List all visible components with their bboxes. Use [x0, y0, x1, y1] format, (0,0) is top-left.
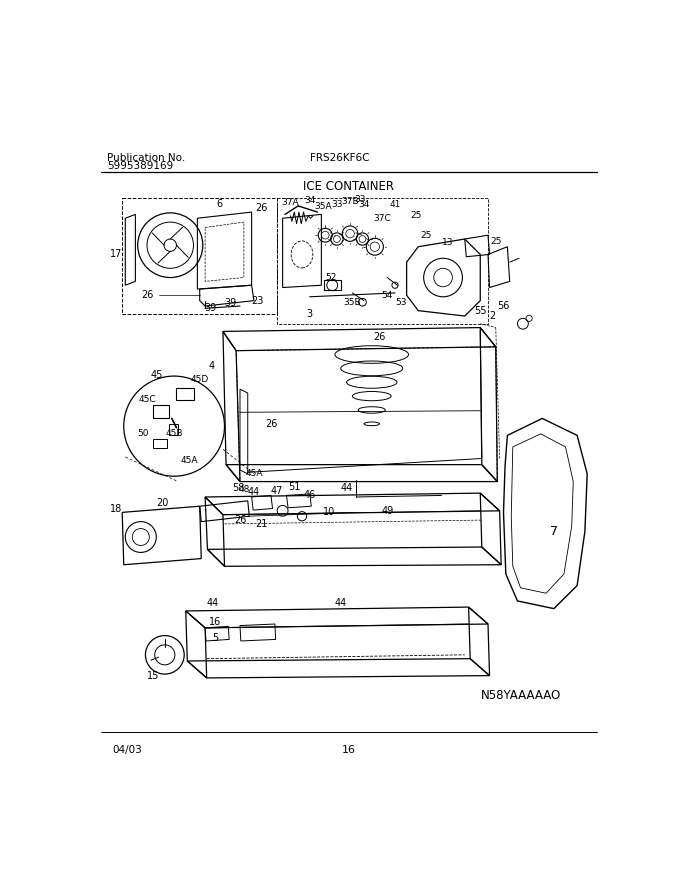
Text: 25: 25: [410, 211, 422, 221]
Text: 26: 26: [373, 332, 386, 342]
Text: 25: 25: [420, 230, 432, 240]
Text: 16: 16: [209, 618, 221, 627]
Text: ICE CONTAINER: ICE CONTAINER: [303, 180, 394, 193]
Text: 54: 54: [381, 291, 393, 300]
Text: Publication No.: Publication No.: [107, 153, 185, 163]
Text: 45A: 45A: [245, 469, 262, 478]
Text: 37A: 37A: [282, 198, 299, 208]
Text: 26: 26: [141, 290, 153, 301]
Text: 49: 49: [381, 506, 393, 516]
Text: 34: 34: [304, 196, 316, 205]
Text: 47: 47: [271, 486, 284, 496]
Text: 45A: 45A: [181, 455, 199, 465]
Text: 26: 26: [265, 419, 277, 428]
Bar: [153, 439, 167, 448]
Text: 51: 51: [288, 482, 301, 492]
Text: 18: 18: [110, 503, 122, 514]
Text: 48: 48: [238, 485, 250, 494]
Text: 5: 5: [212, 633, 218, 643]
Text: 7: 7: [550, 525, 558, 538]
Text: 41: 41: [390, 200, 401, 209]
Text: 55: 55: [474, 306, 486, 315]
Text: 39: 39: [205, 303, 217, 314]
Text: 2: 2: [489, 311, 495, 321]
Text: 44: 44: [341, 483, 353, 493]
Text: 58: 58: [233, 483, 245, 493]
Text: 52: 52: [325, 273, 337, 282]
Text: 15: 15: [147, 672, 159, 681]
Text: 33: 33: [354, 196, 366, 204]
Text: 16: 16: [341, 745, 356, 754]
Text: 26: 26: [256, 203, 268, 213]
Text: 35A: 35A: [314, 202, 332, 211]
Text: 04/03: 04/03: [112, 745, 142, 754]
Text: 5995389169: 5995389169: [107, 162, 173, 171]
Text: 4: 4: [208, 362, 214, 371]
Text: 20: 20: [156, 498, 169, 508]
Text: 10: 10: [323, 507, 335, 517]
Text: 6: 6: [217, 199, 223, 209]
Text: 35B: 35B: [343, 298, 361, 308]
Text: 44: 44: [207, 598, 219, 608]
Text: 17: 17: [109, 249, 122, 260]
Text: 44: 44: [248, 488, 260, 497]
Text: 45D: 45D: [190, 375, 209, 384]
Text: N58YAAAAAO: N58YAAAAAO: [481, 689, 561, 702]
Bar: [324, 280, 341, 290]
Text: 50: 50: [137, 429, 149, 438]
Text: FRS26KF6C: FRS26KF6C: [310, 153, 369, 163]
Text: 13: 13: [442, 238, 454, 248]
Text: 37B: 37B: [341, 196, 359, 206]
Text: 39: 39: [224, 298, 237, 308]
Text: 3: 3: [307, 308, 313, 319]
Text: 45B: 45B: [165, 428, 183, 438]
Bar: [176, 388, 194, 400]
Text: 45: 45: [151, 370, 163, 381]
Text: 21: 21: [256, 519, 268, 529]
Text: 46: 46: [304, 490, 316, 501]
Text: 53: 53: [396, 298, 407, 308]
Text: 37C: 37C: [373, 214, 391, 222]
Text: 33: 33: [331, 200, 343, 209]
Text: 45C: 45C: [138, 395, 156, 404]
Text: 25: 25: [490, 237, 501, 246]
Text: 44: 44: [335, 598, 347, 608]
Text: 26: 26: [234, 515, 246, 525]
Text: 56: 56: [497, 301, 510, 311]
Text: 23: 23: [252, 295, 264, 306]
Bar: [169, 424, 178, 435]
Text: 34: 34: [358, 200, 370, 209]
Bar: [153, 405, 169, 419]
